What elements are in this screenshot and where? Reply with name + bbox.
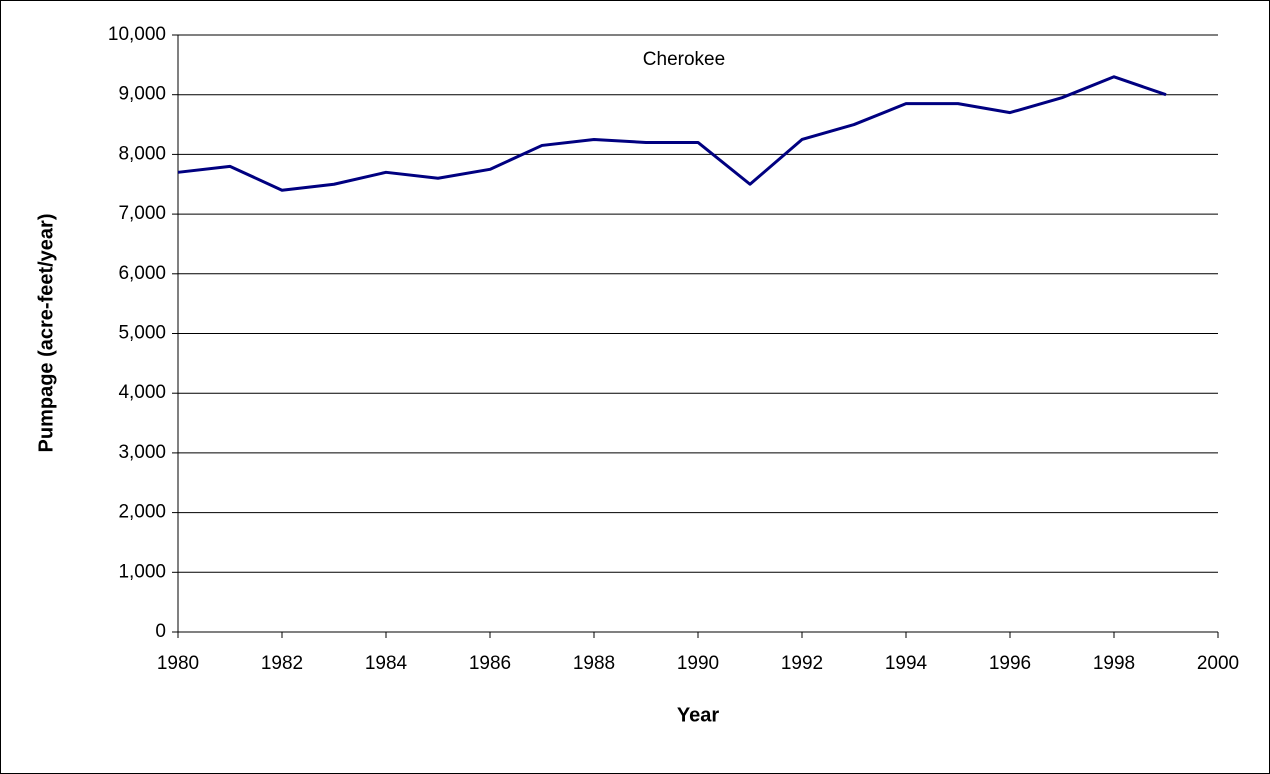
y-tick-label: 9,000 (118, 84, 166, 105)
x-tick-label: 2000 (1197, 653, 1239, 674)
y-tick-label: 0 (155, 621, 166, 642)
y-tick-label: 2,000 (118, 502, 166, 523)
y-axis-title: Pumpage (acre-feet/year) (35, 214, 57, 453)
x-tick-label: 1988 (573, 653, 615, 674)
x-tick-label: 1980 (157, 653, 199, 674)
line-series (177, 75, 1167, 192)
y-tick-label: 6,000 (118, 263, 166, 284)
y-tick-label: 5,000 (118, 323, 166, 344)
y-tick-label: 3,000 (118, 442, 166, 463)
x-tick-label: 1986 (469, 653, 511, 674)
x-tick-label: 1996 (989, 653, 1031, 674)
x-tick-label: 1982 (261, 653, 303, 674)
x-tick-label: 1994 (885, 653, 928, 674)
x-tick-label: 1998 (1093, 653, 1135, 674)
y-tick-label: 7,000 (118, 203, 166, 224)
x-tick-label: 1992 (781, 653, 823, 674)
y-tick-label: 8,000 (118, 143, 166, 164)
annotation: Cherokee (643, 49, 725, 70)
y-tick-label: 4,000 (118, 382, 166, 403)
x-axis-title: Year (677, 704, 719, 726)
y-tick-label: 10,000 (108, 24, 166, 45)
y-tick-label: 1,000 (118, 561, 166, 582)
x-tick-label: 1984 (365, 653, 408, 674)
x-tick-label: 1990 (677, 653, 719, 674)
